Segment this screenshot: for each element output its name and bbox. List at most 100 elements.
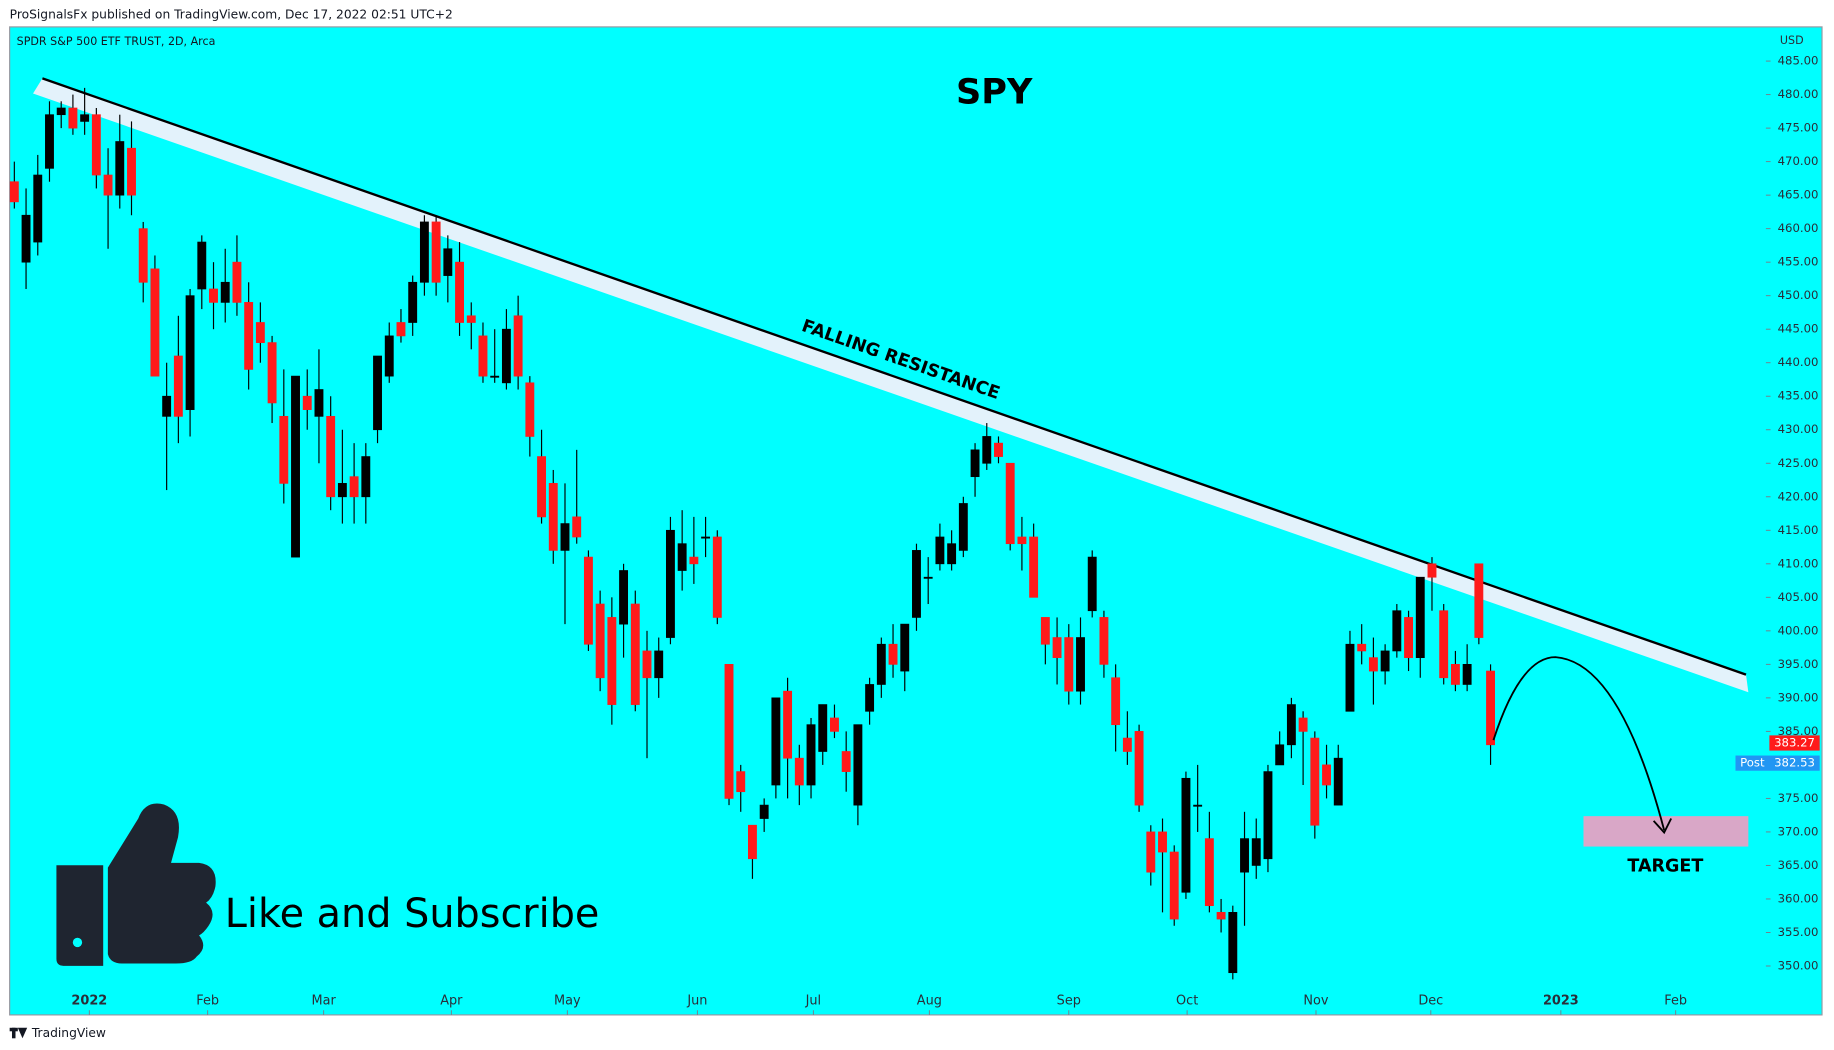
thumb-hand — [107, 803, 216, 964]
x-tick-label: Mar — [312, 993, 337, 1008]
last-price-tag — [1769, 735, 1820, 751]
candle-body — [361, 456, 371, 498]
candle-body — [935, 536, 945, 565]
candle-body — [654, 650, 664, 679]
candle-body — [1122, 737, 1132, 752]
candles — [9, 87, 1496, 980]
candle-body — [818, 704, 828, 752]
candle-body — [267, 342, 277, 404]
x-tick-label: Feb — [196, 993, 219, 1008]
candle-body — [1310, 737, 1320, 826]
candle-body — [1158, 831, 1167, 853]
y-tick-label: 350.00 — [1778, 958, 1819, 972]
post-price-tag — [1735, 755, 1820, 771]
x-tick-label: Oct — [1176, 993, 1198, 1008]
candle-body — [607, 617, 617, 705]
candle-body — [619, 570, 629, 625]
candle-body — [970, 449, 980, 478]
candle-body — [1181, 777, 1191, 893]
candle-body — [466, 315, 476, 323]
candle-body — [419, 221, 429, 283]
candle-body — [162, 395, 172, 417]
y-tick-label: 450.00 — [1778, 288, 1819, 302]
candle-body — [91, 114, 101, 176]
candle-body — [349, 476, 359, 498]
candle-body — [1052, 637, 1062, 659]
candle-body — [876, 643, 886, 685]
candle-body — [830, 717, 839, 732]
candle-body — [548, 483, 558, 551]
candle-body — [1357, 643, 1367, 652]
x-tick-label: Sep — [1057, 993, 1081, 1008]
y-tick-label: 485.00 — [1778, 54, 1819, 68]
candle-body — [1087, 556, 1097, 612]
candle-body — [150, 268, 160, 377]
candle-body — [1204, 838, 1214, 907]
candle-body — [1099, 617, 1109, 665]
y-tick-label: 475.00 — [1778, 121, 1819, 135]
candle-body — [689, 556, 699, 565]
candle-body — [1286, 704, 1296, 746]
currency: USD — [1780, 34, 1804, 47]
candle-body — [677, 543, 687, 571]
candle-body — [783, 690, 793, 759]
candle-body — [1415, 576, 1425, 659]
candle-body — [244, 302, 254, 370]
candle-body — [431, 221, 441, 283]
candle-body — [138, 228, 148, 283]
candle-body — [1333, 757, 1343, 806]
candle-body — [1474, 563, 1484, 638]
y-tick-label: 400.00 — [1778, 623, 1819, 637]
candle-body — [220, 281, 230, 303]
y-tick-label: 375.00 — [1778, 791, 1819, 805]
candle-body — [384, 335, 394, 377]
candle-body — [900, 623, 910, 672]
y-tick-label: 365.00 — [1778, 858, 1819, 872]
candle-body — [478, 335, 488, 377]
y-tick-label: 465.00 — [1778, 188, 1819, 202]
candle-body — [888, 643, 898, 665]
target-zone — [1583, 816, 1749, 847]
x-tick-label: Feb — [1664, 993, 1687, 1008]
candle-body — [173, 355, 183, 417]
header: ProSignalsFx published on TradingView.co… — [10, 8, 453, 22]
candle-body — [1427, 563, 1437, 578]
candle-body — [1392, 610, 1402, 652]
candle-body — [1404, 617, 1413, 659]
candle-body — [1439, 610, 1449, 679]
y-tick-label: 360.00 — [1778, 891, 1819, 905]
candle-body — [197, 241, 207, 290]
candle-body — [865, 684, 875, 712]
candle-body — [736, 771, 746, 793]
candle-body — [1322, 764, 1331, 786]
candle-body — [994, 442, 1003, 457]
candle-body — [1029, 536, 1039, 598]
x-tick-label: Jun — [686, 993, 707, 1008]
candle-body — [1228, 912, 1238, 974]
candle-body — [373, 355, 382, 431]
candle-body — [1169, 851, 1179, 920]
x-tick-label: May — [554, 993, 581, 1008]
candle-body — [912, 550, 921, 618]
candle-body — [1298, 717, 1308, 732]
y-tick-label: 435.00 — [1778, 389, 1819, 403]
y-tick-label: 445.00 — [1778, 322, 1819, 336]
candle-body — [291, 375, 300, 558]
candle-body — [1251, 838, 1261, 866]
candle-body — [185, 295, 195, 410]
candle-body — [455, 261, 464, 323]
footer: TradingView — [31, 1026, 106, 1040]
axis-layer: 350.00355.00360.00365.00370.00375.00380.… — [71, 54, 1818, 1015]
candle-body — [771, 697, 781, 786]
candle-body — [302, 395, 312, 410]
resistance-line — [42, 77, 1747, 676]
y-tick-label: 430.00 — [1778, 422, 1819, 436]
candle-body — [595, 603, 605, 679]
y-tick-label: 390.00 — [1778, 690, 1819, 704]
x-tick-label: Jul — [805, 993, 822, 1008]
candle-body — [1380, 650, 1390, 672]
candle-body — [759, 804, 769, 819]
candle-body — [1275, 744, 1285, 766]
